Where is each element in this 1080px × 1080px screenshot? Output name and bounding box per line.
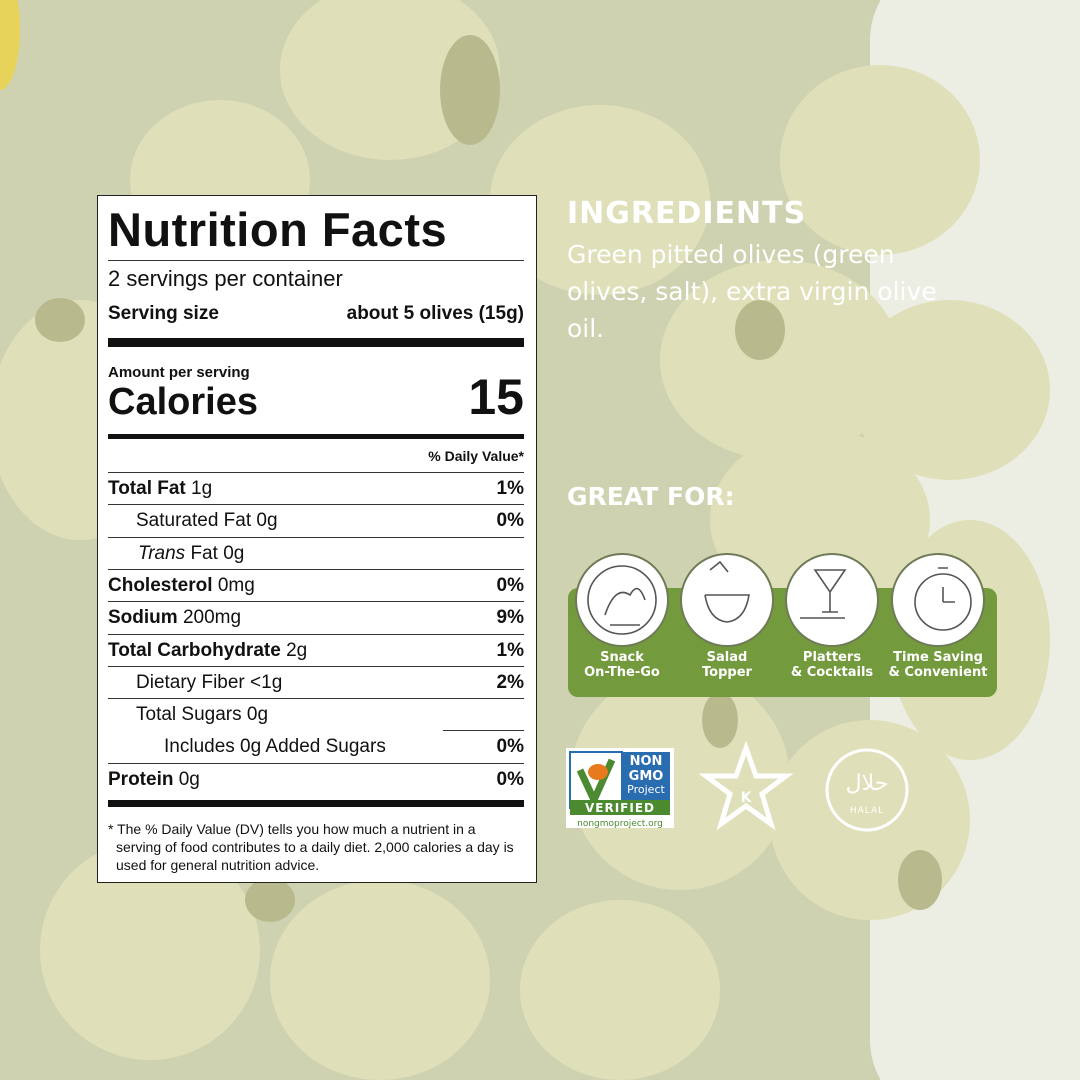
servings: 2 servings per container	[108, 266, 343, 291]
row-divider	[108, 762, 524, 764]
calories: 15	[468, 369, 524, 425]
nutrient-row: Cholesterol 0mg 0%	[108, 570, 524, 602]
amount-per-serving: Amount per serving	[108, 364, 250, 381]
non-gmo-text: NON	[630, 754, 663, 769]
nutrient-row: Total Fat 1g 1%	[108, 473, 524, 505]
great-for-title: GREAT FOR:	[567, 482, 735, 511]
nutrient-name: Sodium	[108, 607, 178, 629]
dv-header: % Daily Value*	[428, 448, 524, 464]
nutrient-dv: 1%	[496, 639, 524, 661]
nutrient-row: Includes 0g Added Sugars 0%	[108, 731, 524, 763]
halal-arabic: حلال	[846, 771, 889, 796]
nutrient-dv: 9%	[496, 607, 524, 629]
great-for-label: On-The-Go	[584, 665, 660, 680]
nutrient-row: Saturated Fat 0g 0%	[108, 505, 524, 537]
nutrient-name: Total Carbohydrate	[108, 639, 281, 661]
nutrient-amount: 0mg	[217, 574, 255, 596]
ingredients-text: Green pitted olives (green olives, salt)…	[567, 240, 937, 343]
nutrient-dv: 0%	[496, 510, 524, 532]
nutrition-panel: Nutrition Facts 2 servings per container…	[97, 195, 537, 883]
nutrient-amount: 0g	[223, 542, 245, 564]
nutrient-prefix: Trans	[138, 542, 186, 564]
row-divider	[108, 472, 524, 473]
row-divider	[108, 568, 524, 570]
great-for-label: Topper	[702, 665, 752, 680]
nutrient-row: Total Carbohydrate 2g 1%	[108, 635, 524, 667]
great-for-item: Salad Topper	[675, 650, 779, 680]
nutrient-amount: <1g	[250, 671, 283, 693]
nutrient-dv: 1%	[496, 478, 524, 499]
great-for-label: Salad	[706, 650, 748, 665]
row-divider	[108, 601, 524, 603]
row-divider	[443, 730, 524, 732]
nutrition-title: Nutrition Facts	[108, 203, 448, 256]
nutrient-dv: 0%	[496, 736, 524, 758]
ingredients-title: INGREDIENTS	[567, 196, 807, 231]
nutrient-name: Saturated Fat	[136, 510, 252, 532]
great-for-panel	[568, 553, 997, 697]
nutrient-name: Dietary Fiber	[136, 671, 245, 693]
great-for-item: Platters & Cocktails	[780, 650, 884, 680]
nutrient-row: Protein 0g 0%	[108, 764, 524, 796]
great-for-label: Time Saving	[893, 650, 983, 665]
nutrient-amount: 2g	[286, 639, 308, 661]
nutrient-dv: 0%	[496, 768, 524, 790]
nutrient-row: Trans Fat 0g	[108, 538, 524, 570]
footnote: * The % Daily Value (DV) tells you how m…	[108, 821, 514, 873]
calories-label: Calories	[108, 381, 258, 423]
nutrient-row: Dietary Fiber <1g 2%	[108, 667, 524, 699]
nutrient-amount: 1g	[191, 478, 213, 499]
great-for-label: Platters	[802, 650, 862, 665]
non-gmo-text: GMO	[629, 769, 664, 784]
row-divider	[108, 665, 524, 667]
nutrient-name: Total Fat	[108, 478, 186, 499]
divider	[108, 434, 524, 439]
nutrient-name: Cholesterol	[108, 574, 213, 596]
nutrient-amount: 200mg	[182, 607, 242, 629]
non-gmo-text: Project	[627, 783, 665, 796]
great-for-item: Time Saving & Convenient	[886, 650, 990, 680]
non-gmo-text: nongmoproject.org	[577, 819, 663, 829]
great-for-label: & Convenient	[888, 665, 988, 680]
nutrient-row: Total Sugars 0g	[108, 699, 524, 731]
row-divider	[108, 504, 524, 506]
serving-size-label: Serving size	[108, 303, 219, 324]
great-for-label: Snack	[600, 650, 644, 665]
certifications: NON GMO Project VERIFIED nongmoproject.o…	[566, 740, 909, 832]
divider	[108, 338, 524, 347]
nutrient-amount: 0g	[256, 510, 278, 532]
nutrient-name: Fat	[190, 542, 218, 564]
serving-size: about 5 olives (15g)	[346, 303, 524, 324]
row-divider	[108, 536, 524, 538]
kosher-mark: K	[741, 790, 753, 806]
nutrient-dv: 0%	[496, 574, 524, 596]
row-divider	[108, 633, 524, 635]
non-gmo-text: VERIFIED	[585, 801, 655, 815]
great-for-label: & Cocktails	[790, 665, 874, 680]
nutrient-amount: 0g	[246, 704, 269, 726]
nutrient-row: Sodium 200mg 9%	[108, 602, 524, 634]
nutrient-name: Total Sugars	[136, 704, 242, 726]
nutrient-dv: 2%	[496, 671, 524, 693]
row-divider	[108, 698, 524, 700]
great-for-item: Snack On-The-Go	[570, 650, 674, 680]
divider	[108, 800, 524, 807]
nutrient-amount: 0g	[178, 768, 200, 790]
nutrient-name: Protein	[108, 768, 174, 790]
halal-text: HALAL	[850, 806, 884, 816]
nutrient-name: Includes 0g Added Sugars	[164, 736, 386, 758]
